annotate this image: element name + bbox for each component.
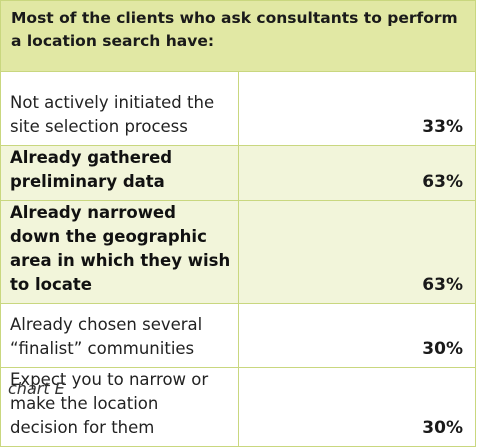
table-row: Already gathered preliminary data 63% (0, 145, 476, 201)
row-label: Already narrowed down the geographic are… (0, 200, 239, 304)
table-row: Not actively initiated the site selectio… (0, 71, 476, 146)
row-label: Already gathered preliminary data (0, 145, 239, 201)
table-header-row: Most of the clients who ask consultants … (0, 0, 476, 72)
row-value: 63% (237, 145, 476, 201)
row-value: 63% (237, 200, 476, 304)
table-row: Already chosen several “finalist” commun… (0, 303, 476, 368)
row-value: 33% (237, 71, 476, 146)
row-label: Not actively initiated the site selectio… (0, 71, 239, 146)
table-row: Already narrowed down the geographic are… (0, 200, 476, 304)
table-row: Expect you to narrow or make the locatio… (0, 367, 476, 447)
table-title: Most of the clients who ask consultants … (0, 0, 476, 72)
row-label: Already chosen several “finalist” commun… (0, 303, 239, 368)
row-value: 30% (237, 303, 476, 368)
chart-caption: chart E (8, 379, 65, 398)
row-value: 30% (237, 367, 476, 447)
